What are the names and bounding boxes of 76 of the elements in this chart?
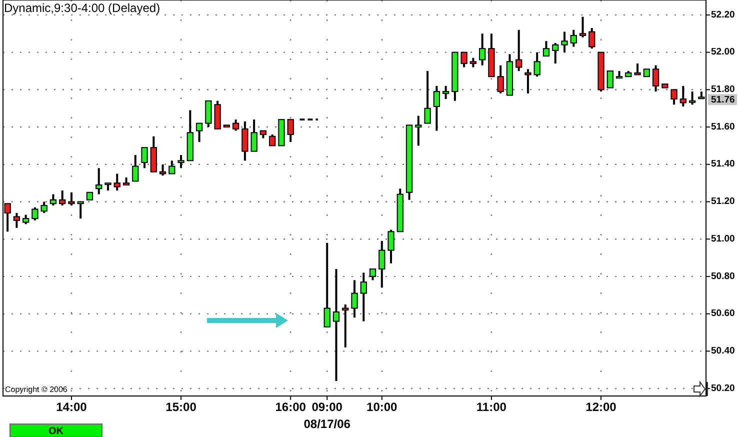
candlestick [561, 30, 568, 54]
x-tick-label: 11:00 [476, 400, 507, 414]
candlestick [232, 118, 240, 132]
candlestick [205, 100, 212, 128]
candlestick [606, 70, 614, 88]
text: 08/17/06 [304, 417, 351, 431]
annotation: Copyright © 2006 [5, 385, 68, 394]
x-tick-label: 12:00 [586, 400, 617, 414]
candlestick [497, 64, 504, 94]
candlestick [242, 120, 248, 162]
y-tick-label: 50.40 [711, 345, 735, 356]
candlestick [652, 64, 660, 93]
candlestick [132, 154, 139, 182]
candlestick [96, 167, 102, 196]
y-tick-label: 51.00 [711, 233, 735, 244]
y-tick-label: 52.00 [711, 46, 735, 58]
x-tick-label: 16:00 [275, 400, 306, 414]
candlestick [516, 28, 522, 72]
candlestick [534, 51, 540, 78]
candlestick [688, 90, 696, 106]
candlestick [588, 27, 596, 50]
candlestick [59, 190, 66, 206]
candlestick [13, 212, 20, 229]
text: 51.76 [711, 94, 735, 106]
candlestick [470, 56, 477, 68]
y-tick-label: 52.20 [711, 9, 735, 20]
candlestick [378, 240, 386, 289]
candlestick [369, 268, 376, 282]
y-tick-label: 51.60 [711, 121, 735, 132]
y-tick-label: 50.80 [711, 270, 735, 282]
chart-title: Dynamic,9:30-4:00 (Delayed) [4, 1, 160, 15]
candlestick [114, 172, 120, 192]
candlestick [415, 114, 422, 147]
y-tick-label: 51.80 [711, 84, 735, 95]
candlestick [22, 214, 30, 226]
y-tick-label: 50.60 [711, 308, 735, 320]
x-tick-label: 15:00 [166, 400, 197, 414]
candlestick [524, 68, 532, 94]
candlestick [196, 122, 203, 143]
candlestick [178, 154, 184, 170]
candlestick [680, 84, 687, 108]
text: OK [48, 426, 64, 437]
candlestick [433, 84, 440, 132]
x-tick-label: 10:00 [366, 400, 398, 414]
candlestick [50, 193, 57, 206]
candlestick [360, 272, 367, 322]
candlestick [388, 228, 394, 264]
candlestick [250, 118, 258, 152]
candlestick [68, 191, 75, 206]
candlestick [40, 200, 48, 214]
candlestick [478, 32, 486, 66]
candlestick [424, 70, 431, 124]
candlestick [342, 303, 349, 348]
x-tick-label: 09:00 [312, 400, 343, 414]
candlestick [460, 51, 468, 68]
y-tick-label: 51.20 [711, 196, 735, 208]
candlestick [168, 160, 176, 175]
candlestick [332, 268, 340, 382]
candlestick [324, 242, 330, 328]
candlestick [287, 118, 294, 143]
candlestick [552, 42, 559, 65]
x-tick-label: 14:00 [56, 400, 88, 414]
candlestick [570, 28, 577, 48]
y-tick-label: 50.20 [711, 382, 735, 394]
candlestick [670, 88, 678, 106]
candlestick [442, 84, 450, 100]
candlestick [32, 206, 38, 222]
candlestick [269, 133, 276, 147]
y-tick-label: 51.40 [711, 158, 735, 170]
candlestick [579, 16, 586, 38]
candlestick [634, 62, 641, 76]
candlestick [542, 40, 550, 58]
candlestick [159, 163, 166, 177]
candlestick [77, 200, 84, 220]
candlestick [351, 279, 358, 319]
candlestick [141, 146, 148, 170]
